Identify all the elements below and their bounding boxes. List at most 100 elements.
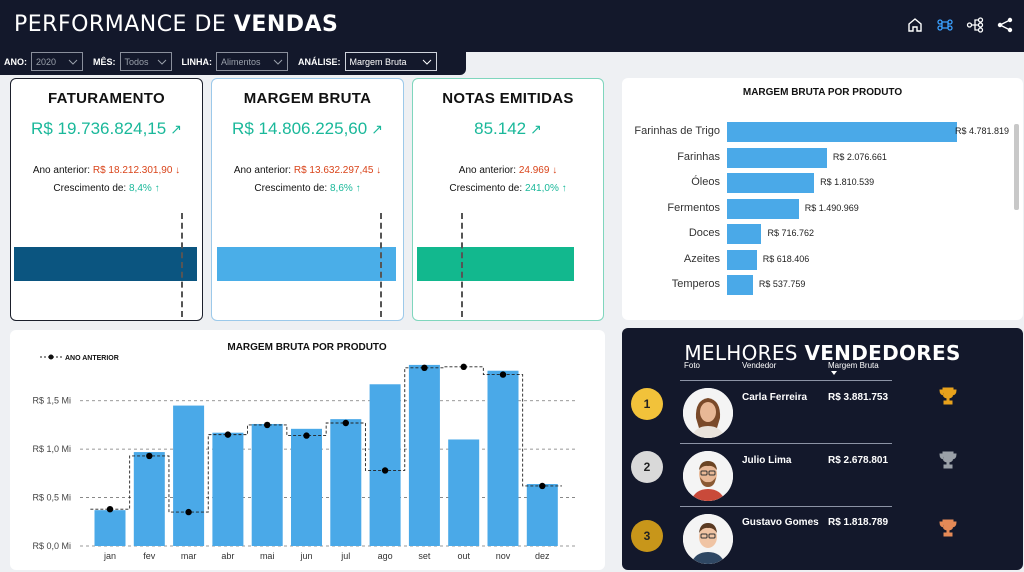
x-tick-label: jun bbox=[299, 551, 312, 561]
product-bar-row[interactable]: Farinhas R$ 2.076.661 bbox=[622, 147, 1012, 168]
arrow-up-icon: ↑ bbox=[355, 183, 361, 194]
kpi-prev-label: Ano anterior: bbox=[458, 165, 517, 176]
product-bar-value: R$ 537.759 bbox=[758, 279, 806, 289]
y-tick-label: R$ 0,0 Mi bbox=[32, 541, 71, 551]
product-bar[interactable] bbox=[727, 122, 957, 142]
avatar bbox=[683, 451, 733, 501]
y-tick-label: R$ 1,0 Mi bbox=[32, 444, 71, 454]
product-bar[interactable] bbox=[727, 173, 815, 193]
kpi-target-marker bbox=[380, 213, 382, 317]
product-chart-title: MARGEM BRUTA POR PRODUTO bbox=[742, 87, 903, 98]
kpi-target-marker bbox=[181, 213, 183, 317]
share-icon[interactable] bbox=[996, 16, 1014, 34]
product-bar-row[interactable]: Doces R$ 716.762 bbox=[622, 224, 1012, 244]
month-bar[interactable] bbox=[251, 423, 283, 546]
month-bar[interactable] bbox=[487, 370, 519, 546]
avatar bbox=[683, 388, 733, 438]
month-bar[interactable] bbox=[526, 484, 558, 546]
product-bar[interactable] bbox=[727, 249, 757, 270]
month-bar[interactable] bbox=[408, 364, 440, 546]
command-icon[interactable] bbox=[936, 16, 954, 34]
kpi-value-text: R$ 14.806.225,60 bbox=[232, 119, 368, 138]
best-sellers-title: MELHORES VENDEDORES bbox=[622, 341, 1023, 365]
x-tick-label: jan bbox=[103, 551, 116, 561]
divider bbox=[680, 380, 892, 381]
kpi-growth-value: 241,0% bbox=[524, 183, 559, 194]
product-bar-row[interactable]: Óleos R$ 1.810.539 bbox=[622, 173, 1012, 193]
kpi-value: R$ 19.736.824,15 ↗ bbox=[11, 119, 202, 139]
previous-year-point bbox=[460, 363, 467, 371]
previous-year-point bbox=[303, 432, 310, 439]
legend-label: ANO ANTERIOR bbox=[65, 355, 119, 362]
filter-mes-select[interactable]: Todos bbox=[119, 52, 172, 71]
arrow-up-right-icon: ↗ bbox=[170, 121, 182, 137]
product-bar-value: R$ 716.762 bbox=[767, 228, 815, 238]
kpi-card-notas-emitidas[interactable]: NOTAS EMITIDAS 85.142 ↗ Ano anterior: 24.… bbox=[412, 78, 604, 321]
previous-year-point bbox=[185, 508, 192, 516]
kpi-growth-label: Crescimento de: bbox=[53, 183, 127, 194]
monthly-chart-card: MARGEM BRUTA POR PRODUTO ANO ANTERIOR R$ 0… bbox=[10, 330, 605, 570]
y-tick-label: R$ 1,5 Mi bbox=[32, 396, 71, 406]
month-bar[interactable] bbox=[330, 419, 362, 546]
medal-gold-icon: 1 bbox=[631, 388, 663, 420]
kpi-prev-line: Ano anterior: R$ 18.212.301,90 ↓ bbox=[11, 165, 202, 176]
best-sellers-title-bold: VENDEDORES bbox=[804, 341, 961, 365]
monthly-chart: MARGEM BRUTA POR PRODUTO ANO ANTERIOR R$ 0… bbox=[32, 342, 575, 561]
product-bar[interactable] bbox=[727, 224, 762, 244]
arrow-down-icon: ↓ bbox=[376, 165, 382, 176]
product-bar-chart-card: MARGEM BRUTA POR PRODUTO Farinhas de Tri… bbox=[622, 78, 1023, 320]
col-header-vendedor[interactable]: Vendedor bbox=[742, 361, 777, 370]
trophy-icon bbox=[939, 519, 957, 537]
filter-analise-label: ANÁLISE: bbox=[298, 56, 341, 67]
month-bar[interactable] bbox=[173, 405, 205, 546]
month-bar[interactable] bbox=[133, 452, 165, 546]
kpi-bar bbox=[14, 247, 197, 281]
col-header-margem-bruta[interactable]: Margem Bruta bbox=[828, 361, 879, 370]
filter-linha-value: Alimentos bbox=[221, 56, 261, 67]
kpi-prev-line: Ano anterior: R$ 13.632.297,45 ↓ bbox=[212, 165, 403, 176]
product-bar[interactable] bbox=[727, 198, 799, 219]
divider bbox=[680, 443, 892, 444]
filter-mes-label: MÊS: bbox=[93, 56, 116, 67]
seller-rank: 3 bbox=[643, 529, 651, 543]
product-bar-row[interactable]: Temperos R$ 537.759 bbox=[622, 275, 1012, 295]
medal-silver-icon: 2 bbox=[631, 451, 663, 483]
product-bar[interactable] bbox=[727, 275, 753, 295]
product-bar-label: Farinhas bbox=[677, 150, 720, 163]
hierarchy-icon[interactable] bbox=[966, 16, 984, 34]
kpi-card-faturamento[interactable]: FATURAMENTO R$ 19.736.824,15 ↗ Ano anteri… bbox=[10, 78, 203, 321]
filter-linha-select[interactable]: Alimentos bbox=[216, 52, 288, 71]
month-bar[interactable] bbox=[212, 432, 244, 546]
previous-year-point bbox=[381, 467, 389, 474]
y-tick-label: R$ 0,5 Mi bbox=[32, 493, 71, 503]
product-bar-label: Azeites bbox=[683, 252, 720, 265]
product-bar-row[interactable]: Azeites R$ 618.406 bbox=[622, 249, 1012, 270]
previous-year-line bbox=[90, 366, 562, 513]
filter-analise-select[interactable]: Margem Bruta bbox=[344, 52, 437, 71]
chart-scrollbar[interactable] bbox=[1014, 124, 1019, 210]
kpi-value: R$ 14.806.225,60 ↗ bbox=[212, 119, 403, 139]
x-tick-label: mar bbox=[181, 551, 197, 561]
arrow-down-icon: ↓ bbox=[552, 165, 558, 176]
seller-name: Julio Lima bbox=[742, 455, 792, 466]
product-bar-row[interactable]: Farinhas de Trigo R$ 4.781.819 bbox=[622, 122, 1012, 142]
month-bar[interactable] bbox=[369, 384, 401, 546]
seller-rank: 2 bbox=[643, 460, 651, 474]
product-bar[interactable] bbox=[727, 147, 827, 168]
month-bar[interactable] bbox=[94, 510, 126, 546]
filter-mes-value: Todos bbox=[124, 56, 149, 67]
month-bar[interactable] bbox=[448, 439, 480, 546]
kpi-growth-line: Crescimento de: 8,4% ↑ bbox=[11, 183, 202, 194]
home-icon[interactable] bbox=[906, 16, 924, 34]
filter-ano-select[interactable]: 2020 bbox=[31, 52, 83, 71]
kpi-card-margem-bruta[interactable]: MARGEM BRUTA R$ 14.806.225,60 ↗ Ano anter… bbox=[211, 78, 404, 321]
kpi-prev-value: R$ 13.632.297,45 bbox=[293, 165, 374, 176]
kpi-bar bbox=[217, 247, 396, 281]
kpi-growth-label: Crescimento de: bbox=[449, 183, 523, 194]
product-bar-row[interactable]: Fermentos R$ 1.490.969 bbox=[622, 198, 1012, 219]
monthly-chart-title: MARGEM BRUTA POR PRODUTO bbox=[227, 342, 386, 353]
previous-year-point bbox=[264, 421, 271, 429]
legend-marker bbox=[48, 354, 54, 360]
month-bar[interactable] bbox=[291, 428, 322, 546]
x-tick-label: nov bbox=[496, 551, 511, 561]
